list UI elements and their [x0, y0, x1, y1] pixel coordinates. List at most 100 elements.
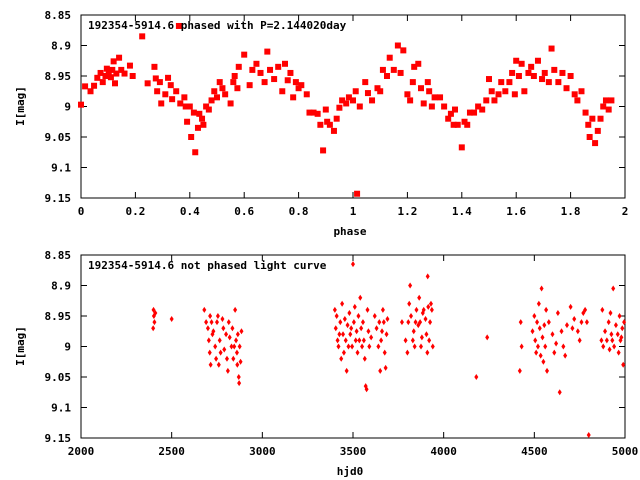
phased-data-point: [356, 103, 363, 110]
unphased-y-tick-label: 8.85: [45, 249, 72, 262]
unphased-data-point: [409, 313, 414, 319]
unphased-data-point: [583, 306, 588, 313]
phased-data-point: [186, 103, 193, 110]
phased-data-point: [336, 104, 343, 111]
unphased-data-point: [584, 319, 589, 326]
phased-data-point: [545, 79, 552, 86]
phased-data-point: [369, 97, 376, 104]
unphased-data-point: [208, 313, 213, 319]
unphased-data-point: [357, 337, 362, 344]
unphased-data-point: [407, 300, 412, 307]
unphased-data-point: [540, 334, 545, 341]
phased-x-tick-label: 0: [78, 205, 85, 218]
unphased-data-point: [224, 355, 229, 362]
unphased-data-point: [153, 309, 158, 316]
unphased-data-point: [518, 319, 523, 326]
phased-data-point: [445, 115, 452, 122]
unphased-data-points: [151, 261, 627, 438]
phased-data-point: [253, 60, 260, 67]
unphased-data-point: [427, 337, 432, 344]
unphased-data-point: [360, 319, 365, 326]
unphased-data-point: [341, 349, 346, 356]
phased-data-point: [608, 97, 615, 104]
phased-data-point: [279, 88, 286, 95]
phased-data-point: [181, 94, 188, 101]
phased-data-point: [199, 115, 206, 122]
phased-data-point: [103, 65, 110, 72]
unphased-data-point: [579, 319, 584, 326]
unphased-data-point: [152, 319, 157, 326]
phased-data-point: [571, 91, 578, 98]
phased-data-point: [322, 106, 329, 113]
phased-data-point: [116, 54, 123, 61]
phased-data-point: [364, 90, 371, 97]
phased-data-point: [475, 103, 482, 110]
unphased-x-tick-label: 2000: [68, 445, 95, 458]
unphased-data-point: [424, 331, 429, 338]
unphased-data-point: [557, 389, 562, 396]
unphased-data-point: [346, 343, 351, 350]
phased-data-point: [169, 96, 176, 103]
unphased-data-point: [537, 325, 542, 332]
unphased-chart: 8.85 8.9 8.95 9 9.05 9.1 9.15 2000 2500 3000 3500…: [14, 249, 638, 478]
unphased-x-tick-label: 5000: [612, 445, 639, 458]
phased-x-ticks: 0 0.2 0.4 0.6 0.8 1 1.2 1.4 1.6 1.8 2: [78, 15, 628, 218]
unphased-data-point: [617, 313, 622, 319]
phased-x-tick-label: 0.6: [234, 205, 254, 218]
phased-x-axis-label: phase: [333, 225, 366, 238]
unphased-data-point: [222, 346, 227, 353]
unphased-chart-title: 192354-5914.6 not phased light curve: [88, 259, 327, 272]
unphased-data-point: [425, 273, 430, 280]
phased-data-point: [528, 63, 535, 70]
unphased-data-point: [361, 337, 366, 344]
unphased-data-point: [555, 309, 560, 316]
phased-data-point: [563, 85, 570, 92]
phased-y-ticks: 8.85 8.9 8.95 9 9.05 9.1 9.15: [45, 9, 625, 205]
unphased-data-point: [350, 343, 355, 350]
phased-data-point: [530, 73, 537, 79]
unphased-data-point: [604, 337, 609, 344]
phased-data-point: [194, 124, 201, 131]
unphased-data-point: [232, 343, 237, 350]
phased-data-point: [534, 57, 541, 64]
unphased-data-point: [226, 319, 231, 326]
unphased-data-point: [622, 319, 627, 326]
phased-data-point: [574, 97, 581, 104]
phased-y-tick-label: 8.85: [45, 9, 72, 22]
unphased-data-point: [413, 319, 418, 326]
unphased-y-tick-label: 8.95: [45, 310, 72, 323]
phased-data-point: [377, 88, 384, 95]
unphased-data-point: [359, 325, 364, 332]
unphased-data-point: [609, 331, 614, 338]
unphased-x-tick-label: 3000: [249, 445, 276, 458]
phased-data-point: [109, 66, 116, 73]
phased-data-point: [339, 97, 346, 104]
phased-data-point: [284, 77, 291, 84]
unphased-data-point: [234, 349, 239, 356]
phased-data-point: [275, 63, 282, 70]
unphased-data-point: [347, 309, 352, 316]
phased-data-point: [216, 79, 223, 86]
phased-data-point: [219, 85, 226, 92]
phased-data-point: [188, 134, 195, 140]
phased-data-point: [290, 94, 297, 101]
phased-data-point: [333, 115, 340, 122]
unphased-data-point: [364, 386, 369, 393]
phased-data-point: [539, 76, 546, 83]
phased-x-tick-label: 1.2: [397, 205, 417, 218]
phased-data-point: [592, 140, 599, 147]
phased-data-point: [261, 79, 268, 86]
unphased-data-point: [334, 313, 339, 319]
unphased-y-tick-label: 9.1: [51, 402, 71, 415]
unphased-data-point: [365, 306, 370, 313]
unphased-data-point: [532, 313, 537, 319]
unphased-data-point: [337, 331, 342, 338]
unphased-data-point: [577, 337, 582, 344]
unphased-data-point: [410, 337, 415, 344]
unphased-data-point: [544, 306, 549, 313]
phased-data-point: [118, 66, 125, 73]
unphased-y-axis-label: I[mag]: [14, 326, 27, 366]
unphased-data-point: [559, 328, 564, 335]
phased-data-point: [82, 83, 89, 90]
unphased-data-point: [546, 319, 551, 326]
